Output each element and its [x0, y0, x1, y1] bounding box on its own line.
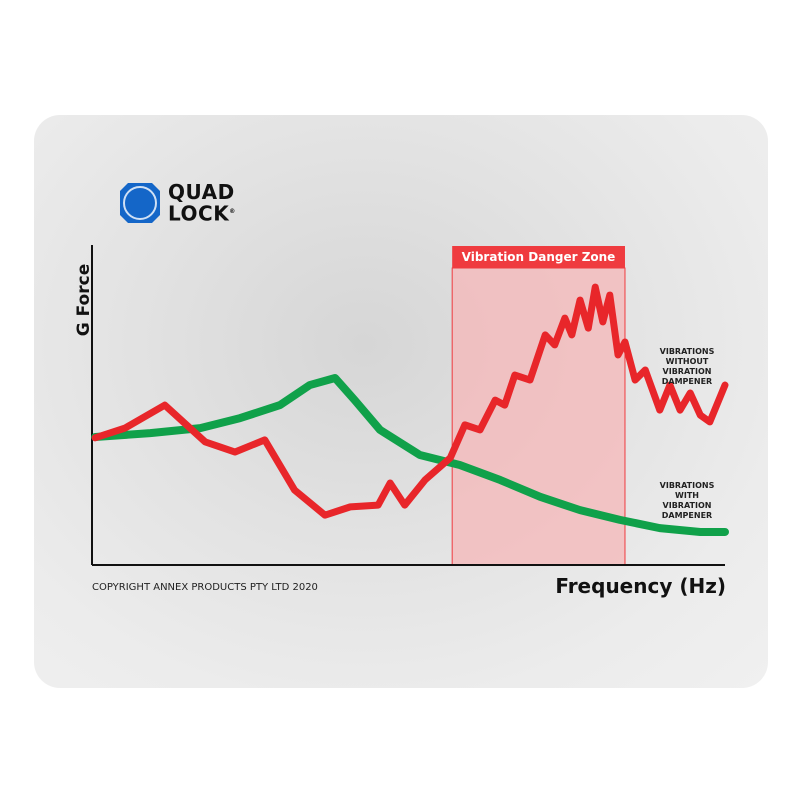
logo-line2: LOCK® [168, 201, 236, 226]
legend-without-dampener: VIBRATIONS WITHOUT VIBRATION DAMPENER [647, 347, 727, 387]
quad-lock-logo: QUAD LOCK® [118, 181, 236, 225]
legend-line: VIBRATIONS [659, 481, 715, 490]
series-line-with-dampener [91, 373, 729, 536]
legend-line: VIBRATION [662, 367, 712, 376]
danger-zone-label: Vibration Danger Zone [461, 250, 616, 264]
danger-zone-header [452, 246, 625, 268]
x-axis-label: Frequency (Hz) [555, 574, 726, 598]
legend-line: VIBRATION [662, 501, 712, 510]
legend-line: DAMPENER [661, 511, 713, 520]
legend-line: WITHOUT [665, 357, 709, 366]
legend-line: DAMPENER [661, 377, 713, 386]
legend-with-dampener: VIBRATIONS WITH VIBRATION DAMPENER [647, 481, 727, 521]
legend-line: WITH [675, 491, 699, 500]
series-line-without-dampener [91, 283, 729, 519]
logo-line1: QUAD [168, 179, 235, 204]
copyright-text: COPYRIGHT ANNEX PRODUCTS PTY LTD 2020 [92, 582, 318, 593]
quad-lock-mount-icon [120, 183, 160, 223]
legend-line: VIBRATIONS [659, 347, 715, 356]
y-axis-label: G Force [74, 263, 94, 337]
